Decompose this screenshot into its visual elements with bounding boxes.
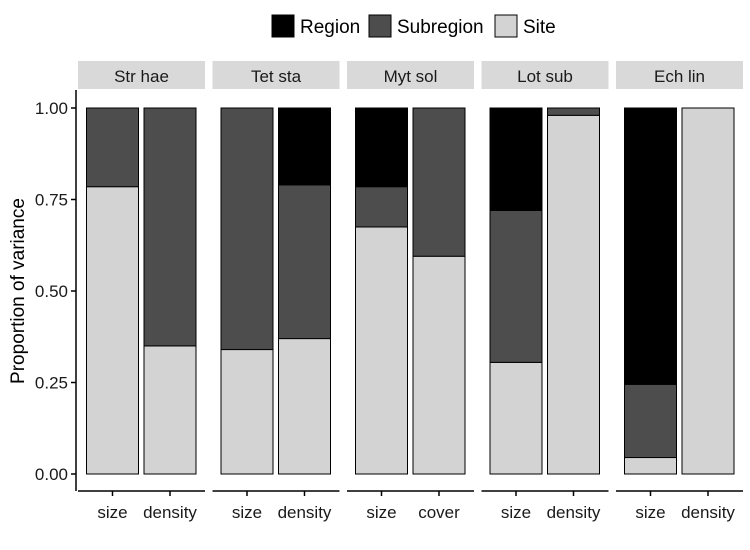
bar-segment-site (278, 338, 331, 475)
x-tick-label: size (501, 503, 531, 522)
bar-segment-subregion (489, 209, 543, 363)
facet-strip-label: Tet sta (251, 67, 302, 86)
legend-label-subregion: Subregion (397, 17, 484, 38)
bar-segment-region (624, 107, 677, 385)
x-tick-label: size (635, 503, 665, 522)
bar-segment-subregion (143, 107, 197, 347)
legend: Region Subregion Site (271, 14, 556, 38)
facet-lot-sub: Lot sub size density (481, 61, 609, 522)
bar-segment-region (278, 107, 331, 186)
facet-strip (78, 61, 205, 89)
y-tick-label: 0.25 (35, 374, 68, 393)
y-tick-label: 0.75 (35, 191, 68, 210)
bar-segment-site (355, 226, 408, 475)
facet-ech-lin: Ech lin size density (616, 61, 743, 522)
x-tick-label: density (143, 503, 197, 522)
bar-segment-site (412, 255, 466, 475)
x-tick-label: density (547, 503, 601, 522)
x-tick-label: cover (418, 503, 460, 522)
facet-strip-label: Myt sol (384, 67, 438, 86)
legend-swatch-region (271, 14, 295, 38)
legend-label-region: Region (300, 17, 360, 38)
bar-segment-subregion (547, 107, 600, 116)
bar-segment-site (86, 186, 139, 475)
bar-segment-subregion (624, 383, 677, 459)
bar-segment-region (489, 107, 543, 211)
facet-panels: Str hae size density Tet sta size density Myt … (78, 61, 743, 522)
facet-strip-label: Lot sub (517, 67, 573, 86)
legend-swatch-site (494, 14, 518, 38)
bar-segment-subregion (86, 107, 139, 188)
bar-segment-subregion (220, 107, 274, 351)
facet-strip (481, 61, 609, 89)
bar-segment-site (681, 107, 735, 475)
facet-strip (212, 61, 340, 89)
x-tick-label: density (681, 503, 735, 522)
y-tick-label: 0.50 (35, 282, 68, 301)
bar-segment-subregion (355, 186, 408, 228)
x-tick-label: size (97, 503, 127, 522)
bar-segment-site (489, 361, 543, 475)
facet-strip-label: Str hae (114, 67, 169, 86)
facet-strip (616, 61, 743, 89)
facet-strip (347, 61, 474, 89)
legend-swatch-subregion (368, 14, 392, 38)
y-axis-title: Proportion of variance (8, 198, 29, 384)
bar-segment-subregion (412, 107, 466, 257)
x-tick-label: size (366, 503, 396, 522)
y-tick-label: 1.00 (35, 99, 68, 118)
facet-str-hae: Str hae size density (78, 61, 205, 522)
bar-segment-region (355, 107, 408, 188)
legend-label-site: Site (523, 17, 556, 38)
facet-myt-sol: Myt sol size cover (347, 61, 474, 522)
bar-segment-subregion (278, 184, 331, 340)
x-tick-label: size (232, 503, 262, 522)
bar-segment-site (624, 457, 677, 475)
bar-segment-site (143, 345, 197, 475)
x-tick-label: density (278, 503, 332, 522)
bar-segment-site (547, 114, 600, 475)
y-tick-label: 0.00 (35, 465, 68, 484)
facet-strip-label: Ech lin (654, 67, 705, 86)
bar-segment-site (220, 349, 274, 475)
facet-tet-sta: Tet sta size density (212, 61, 340, 522)
y-axis: 0.00 0.25 0.50 0.75 1.00 (35, 90, 77, 491)
